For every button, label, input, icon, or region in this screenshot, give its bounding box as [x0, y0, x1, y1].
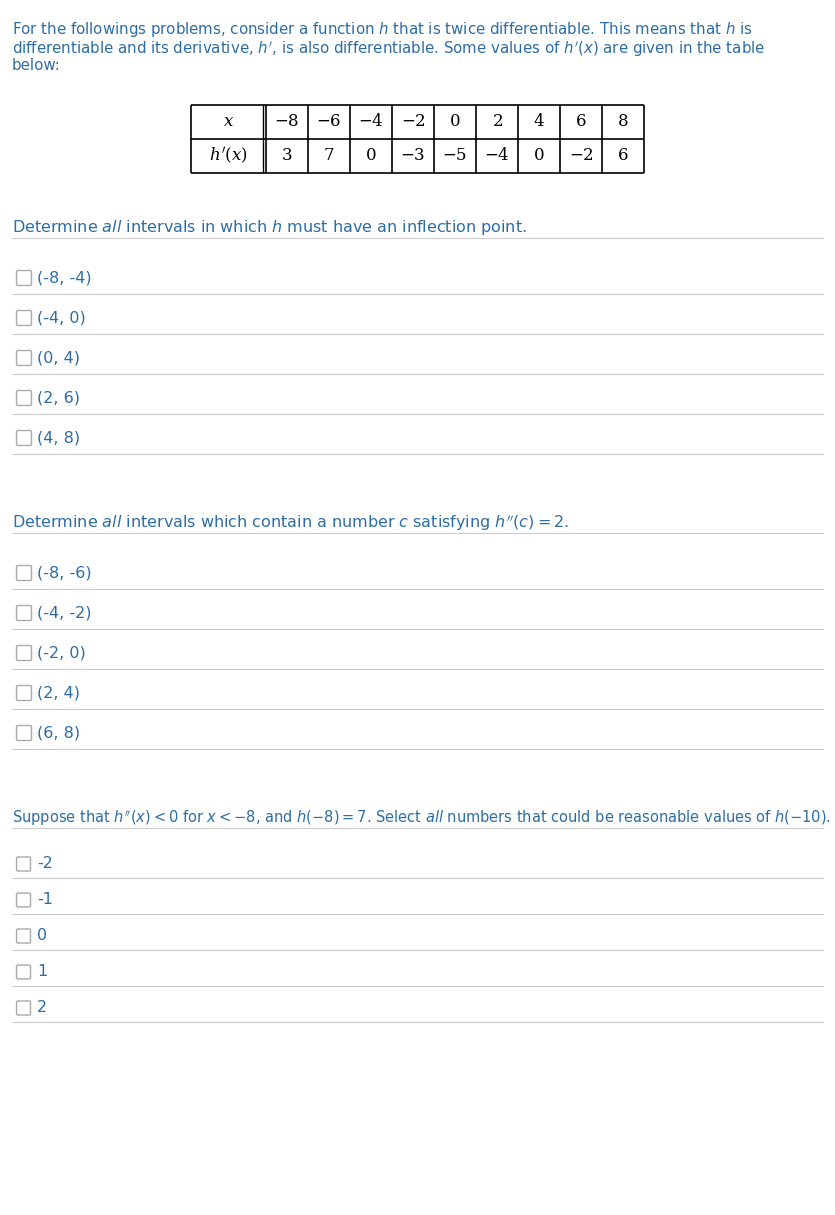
- FancyBboxPatch shape: [17, 605, 32, 621]
- Text: $6$: $6$: [617, 147, 629, 164]
- Text: (-2, 0): (-2, 0): [37, 645, 86, 661]
- Text: $8$: $8$: [617, 113, 629, 130]
- Text: (-4, 0): (-4, 0): [37, 311, 86, 326]
- Text: $-3$: $-3$: [400, 147, 426, 164]
- Text: $0$: $0$: [449, 113, 461, 130]
- Text: $4$: $4$: [533, 113, 545, 130]
- FancyBboxPatch shape: [17, 645, 32, 661]
- FancyBboxPatch shape: [17, 430, 32, 446]
- Text: $6$: $6$: [575, 113, 587, 130]
- FancyBboxPatch shape: [17, 685, 32, 701]
- Text: $-2$: $-2$: [401, 113, 426, 130]
- FancyBboxPatch shape: [17, 390, 32, 406]
- Text: Determine $\mathit{all}$ intervals in which $h$ must have an inflection point.: Determine $\mathit{all}$ intervals in wh…: [12, 217, 527, 237]
- Text: $-5$: $-5$: [443, 147, 468, 164]
- FancyBboxPatch shape: [17, 350, 32, 366]
- Text: 1: 1: [37, 965, 48, 979]
- Text: $0$: $0$: [365, 147, 377, 164]
- Text: $-8$: $-8$: [274, 113, 300, 130]
- Text: $3$: $3$: [281, 147, 293, 164]
- Text: (4, 8): (4, 8): [37, 430, 80, 446]
- Text: 2: 2: [37, 1000, 47, 1016]
- Text: $\mathit{x}$: $\mathit{x}$: [223, 113, 234, 130]
- Text: Determine $\mathit{all}$ intervals which contain a number $c$ satisfying $h''(c): Determine $\mathit{all}$ intervals which…: [12, 513, 569, 533]
- Text: For the followings problems, consider a function $h$ that is twice differentiabl: For the followings problems, consider a …: [12, 19, 752, 39]
- FancyBboxPatch shape: [17, 1001, 31, 1015]
- FancyBboxPatch shape: [17, 725, 32, 740]
- Text: below:: below:: [12, 58, 61, 73]
- Text: (0, 4): (0, 4): [37, 350, 80, 366]
- Text: differentiable and its derivative, $h'$, is also differentiable. Some values of : differentiable and its derivative, $h'$,…: [12, 39, 765, 58]
- Text: (-4, -2): (-4, -2): [37, 605, 92, 621]
- Text: $7$: $7$: [323, 147, 335, 164]
- FancyBboxPatch shape: [17, 271, 32, 286]
- Text: $-4$: $-4$: [358, 113, 384, 130]
- FancyBboxPatch shape: [17, 565, 32, 581]
- Text: $0$: $0$: [534, 147, 544, 164]
- Text: (6, 8): (6, 8): [37, 725, 80, 740]
- FancyBboxPatch shape: [17, 857, 31, 871]
- Text: 0: 0: [37, 928, 47, 944]
- FancyBboxPatch shape: [17, 311, 32, 326]
- FancyBboxPatch shape: [17, 893, 31, 908]
- Text: -1: -1: [37, 893, 53, 908]
- FancyBboxPatch shape: [17, 929, 31, 943]
- Text: (-8, -6): (-8, -6): [37, 565, 92, 581]
- Text: $-6$: $-6$: [316, 113, 342, 130]
- Text: $h'(x)$: $h'(x)$: [210, 146, 248, 166]
- Text: Suppose that $h''(x) < 0$ for $x < -8$, and $h(-8) = 7$. Select $\mathit{all}$ n: Suppose that $h''(x) < 0$ for $x < -8$, …: [12, 808, 831, 827]
- Text: $2$: $2$: [492, 113, 503, 130]
- Text: $-4$: $-4$: [484, 147, 510, 164]
- Text: (2, 4): (2, 4): [37, 685, 80, 701]
- Text: -2: -2: [37, 857, 53, 871]
- Text: (2, 6): (2, 6): [37, 390, 80, 406]
- Text: $-2$: $-2$: [569, 147, 594, 164]
- FancyBboxPatch shape: [17, 965, 31, 979]
- Text: (-8, -4): (-8, -4): [37, 271, 92, 286]
